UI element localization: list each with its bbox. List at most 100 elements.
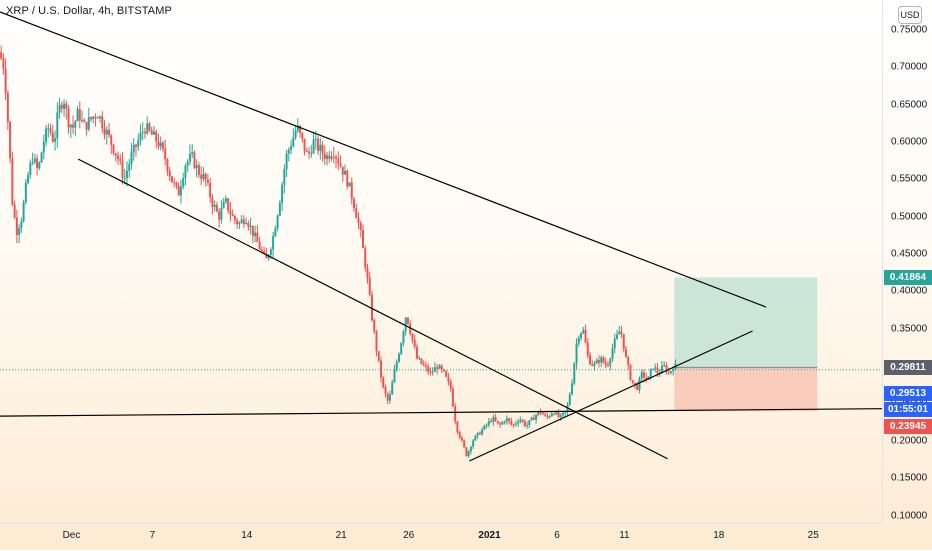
time-tick-label: Dec xyxy=(62,530,81,541)
candle-down xyxy=(460,437,463,441)
candle-down xyxy=(337,158,340,164)
candle-up xyxy=(139,132,142,141)
candle-up xyxy=(213,205,216,207)
candle-down xyxy=(362,230,365,248)
candle-up xyxy=(519,419,522,422)
trendline-horizontal-support xyxy=(0,408,882,417)
candle-down xyxy=(494,417,497,422)
candle-up xyxy=(595,360,598,364)
candle-up xyxy=(184,165,187,179)
candle-up xyxy=(472,440,475,447)
candle-up xyxy=(577,337,580,344)
candle-up xyxy=(395,361,398,370)
currency-button[interactable]: USD xyxy=(898,6,922,24)
candle-up xyxy=(159,142,162,147)
candle-down xyxy=(415,346,418,359)
candle-up xyxy=(530,417,533,421)
candle-up xyxy=(281,184,284,204)
candle-down xyxy=(508,418,511,421)
candle-up xyxy=(296,125,299,131)
time-axis[interactable] xyxy=(0,523,882,551)
candle-down xyxy=(584,330,587,343)
candle-down xyxy=(521,419,524,422)
candle-up xyxy=(179,186,182,196)
candle-up xyxy=(344,170,347,175)
candle-up xyxy=(593,363,596,366)
candle-down xyxy=(173,182,176,184)
candlestick-chart xyxy=(0,11,882,462)
candle-down xyxy=(557,412,560,418)
candle-down xyxy=(215,205,218,212)
candle-up xyxy=(27,175,30,184)
candle-down xyxy=(2,58,5,69)
candle-up xyxy=(272,236,275,250)
candle-up xyxy=(649,369,652,377)
candle-down xyxy=(510,420,513,425)
candle-down xyxy=(633,382,636,385)
candle-down xyxy=(665,365,668,373)
candle-down xyxy=(359,222,362,231)
candle-down xyxy=(366,267,369,278)
price-plot-area[interactable] xyxy=(0,0,882,523)
candle-down xyxy=(4,68,7,94)
candle-up xyxy=(564,411,567,413)
price-axis[interactable] xyxy=(882,0,932,523)
candle-up xyxy=(314,138,317,140)
candle-up xyxy=(492,417,495,422)
candle-down xyxy=(384,387,387,394)
candle-up xyxy=(42,141,45,153)
candle-up xyxy=(651,368,654,370)
candle-up xyxy=(483,425,486,430)
candle-down xyxy=(308,151,311,154)
candle-down xyxy=(305,150,308,152)
candle-up xyxy=(278,203,281,216)
candle-down xyxy=(209,182,212,198)
candle-down xyxy=(317,138,320,151)
candle-down xyxy=(150,130,153,135)
candle-up xyxy=(254,232,257,237)
candle-down xyxy=(49,128,52,133)
candle-down xyxy=(303,138,306,151)
candle-down xyxy=(339,163,342,167)
candle-down xyxy=(463,440,466,448)
candle-down xyxy=(247,222,250,228)
price-tick-label: 0.45000 xyxy=(891,248,928,260)
candle-up xyxy=(58,104,61,113)
candle-up xyxy=(672,369,675,372)
time-tick-label: 6 xyxy=(554,530,560,541)
candle-down xyxy=(164,148,167,160)
candle-up xyxy=(669,371,672,373)
candle-down xyxy=(382,377,385,388)
candle-up xyxy=(663,365,666,367)
candle-down xyxy=(622,334,625,350)
candle-up xyxy=(125,170,128,178)
candle-down xyxy=(36,158,39,169)
symbol-title[interactable]: XRP / U.S. Dollar, 4h, BITSTAMP xyxy=(6,5,172,17)
candle-down xyxy=(422,363,425,366)
candle-up xyxy=(186,161,189,166)
candle-down xyxy=(631,379,634,383)
candle-down xyxy=(161,142,164,149)
candle-up xyxy=(438,365,441,369)
candle-up xyxy=(87,117,90,130)
candle-down xyxy=(233,215,236,221)
candle-up xyxy=(568,394,571,405)
candle-down xyxy=(624,349,627,357)
candle-down xyxy=(166,159,169,171)
candle-up xyxy=(514,423,517,425)
candle-down xyxy=(204,173,207,180)
candle-up xyxy=(238,222,241,225)
candle-up xyxy=(638,378,641,390)
candle-down xyxy=(119,159,122,161)
time-tick-label: 26 xyxy=(403,530,415,541)
candle-down xyxy=(586,342,589,356)
candle-down xyxy=(604,362,607,366)
candle-down xyxy=(242,219,245,225)
candle-down xyxy=(260,249,263,252)
candle-up xyxy=(123,177,126,179)
candle-down xyxy=(121,160,124,178)
price-tick-label: 0.55000 xyxy=(891,173,928,185)
candle-down xyxy=(265,253,268,259)
candle-up xyxy=(310,153,313,155)
candle-up xyxy=(276,215,279,229)
